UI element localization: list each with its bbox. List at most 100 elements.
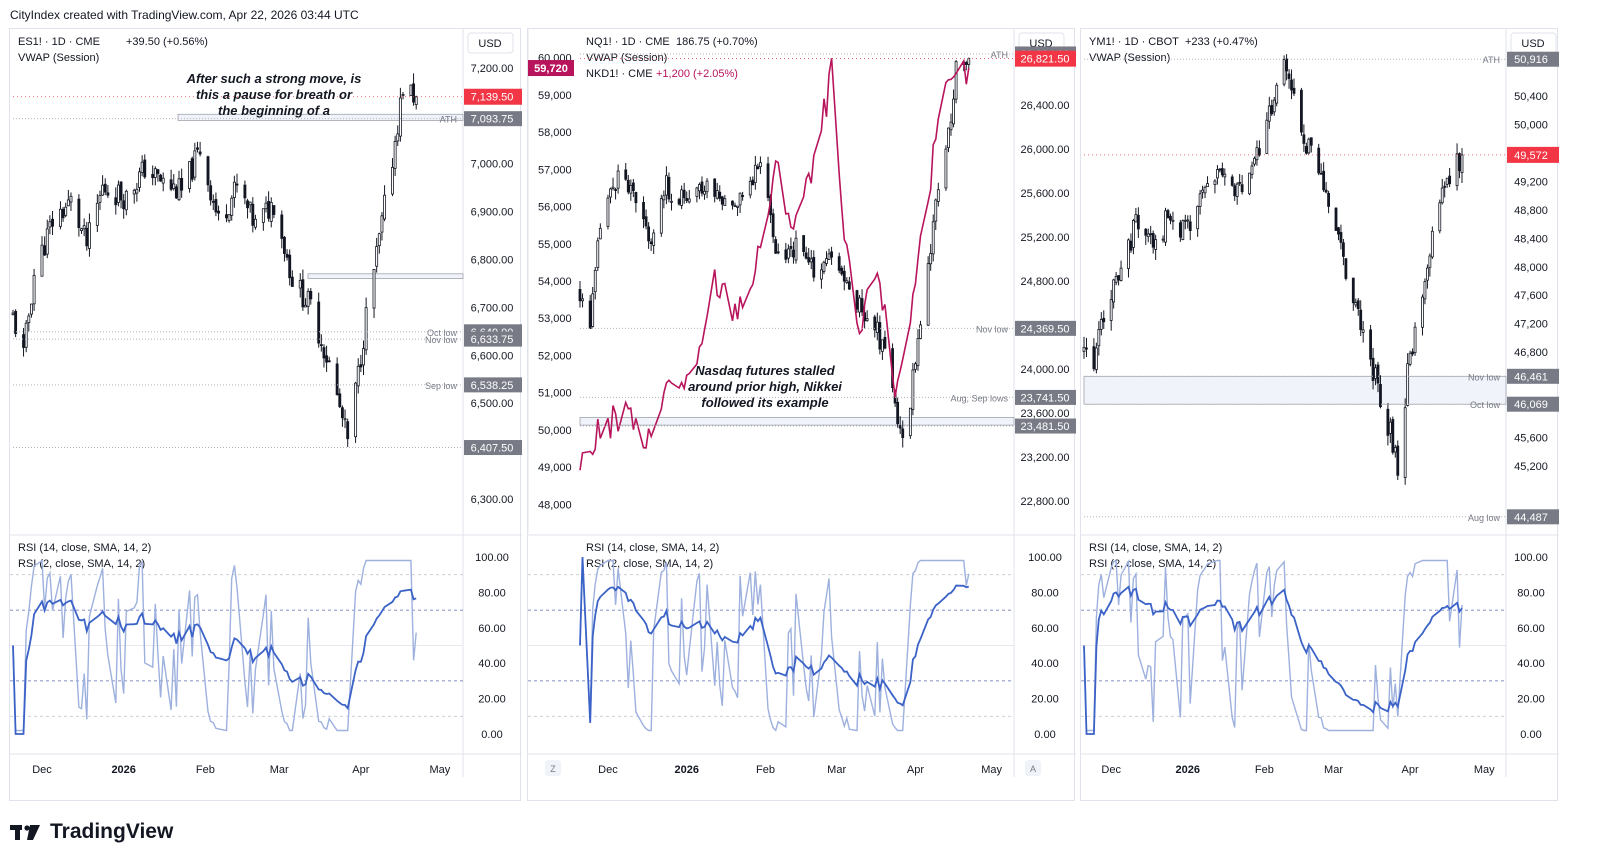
zone-box (177, 113, 464, 121)
nq-chart-panel[interactable]: USD NQ1! · 1D · CME 186.75 (+0.70%) VWAP (S… (527, 28, 1076, 802)
candle-body (878, 322, 882, 350)
candle-body (827, 253, 831, 260)
candle-body (1196, 205, 1200, 230)
timezone-badge-label: Z (550, 764, 556, 774)
es-chart-panel[interactable]: USD ES1! · 1D · CME +39.50 (+0.56%) VWAP (S… (9, 28, 522, 802)
candle-body (119, 181, 123, 201)
level-value: 23,741.50 (1021, 392, 1070, 404)
candle-body (1258, 148, 1261, 156)
level-label: ATH (991, 50, 1008, 60)
candle-body (1448, 175, 1452, 185)
candle-body (847, 281, 851, 290)
level-tag (1015, 320, 1076, 336)
left-axis-tick: 53,000 (538, 313, 572, 325)
candle-body (1117, 275, 1120, 281)
time-label: Mar (270, 764, 289, 776)
tradingview-logo[interactable]: TradingView (10, 820, 173, 844)
candle-body (1304, 146, 1308, 154)
candle-body (1149, 233, 1153, 236)
rsi-tick: 40.00 (478, 658, 506, 670)
candle-body (581, 298, 584, 302)
candle-body (338, 393, 342, 408)
candle-body (98, 195, 102, 203)
candle-body (1302, 134, 1306, 144)
candle-body (830, 251, 833, 258)
ym-chart-panel[interactable]: USD YM1! · 1D · CBOT +233 (+0.47%) VWAP (Se… (1080, 28, 1559, 802)
candle-body (230, 197, 234, 216)
candle-body (748, 181, 752, 196)
candle-body (926, 263, 930, 326)
candle-body (753, 164, 757, 183)
candle-body (1408, 352, 1412, 365)
candle-body (1445, 177, 1449, 185)
candle-body (169, 179, 173, 190)
candle-body (1109, 299, 1113, 321)
candle-body (774, 239, 778, 254)
level-tag (464, 440, 522, 456)
candle-body (896, 401, 900, 425)
candle-body (1359, 309, 1363, 331)
candle-body (80, 228, 83, 232)
es-chart[interactable]: USD ES1! · 1D · CME +39.50 (+0.56%) VWAP (S… (10, 29, 522, 802)
price-tick: 22,800.00 (1021, 496, 1070, 508)
rsi-tick: 40.00 (1517, 658, 1545, 670)
last-price-value: 49,572 (1514, 150, 1548, 162)
legend-symbol: YM1! · 1D · CBOT (1089, 36, 1179, 48)
candle-body (883, 337, 887, 349)
ym-chart[interactable]: USD YM1! · 1D · CBOT +233 (+0.47%) VWAP (Se… (1081, 29, 1559, 802)
candle-body (1171, 219, 1175, 222)
price-tick: 6,600.00 (471, 350, 514, 362)
left-axis-tick: 58,000 (538, 127, 572, 139)
timezone-badge (545, 760, 561, 776)
candle-body (642, 201, 645, 220)
last-price-value: 26,821.50 (1021, 54, 1070, 66)
candle-body (1186, 219, 1190, 222)
price-tick: 23,200.00 (1021, 452, 1070, 464)
level-tag (1015, 418, 1076, 434)
annotation-text: followed its example (701, 395, 828, 410)
level-label: ATH (1483, 55, 1500, 65)
candle-body (809, 258, 813, 263)
candle-body (1307, 138, 1311, 154)
legend-indicator: VWAP (Session) (1089, 52, 1170, 64)
candle-body (301, 279, 305, 308)
candle-body (802, 235, 806, 253)
candle-body (1188, 221, 1192, 231)
candle-body (659, 198, 663, 234)
candle-body (698, 184, 701, 192)
level-tag (1507, 51, 1559, 67)
left-axis-tick: 51,000 (538, 388, 572, 400)
candle-body (1235, 183, 1239, 197)
candle-body (1443, 185, 1447, 188)
candle-body (298, 280, 302, 289)
candle-body (629, 184, 633, 194)
candle-body (1290, 79, 1293, 91)
candle-body (151, 174, 155, 179)
candle-body (14, 310, 18, 334)
candle-body (1428, 255, 1432, 268)
time-label: 2026 (1176, 764, 1200, 776)
candle-body (1396, 445, 1400, 476)
candle-body (267, 200, 271, 219)
candle-body (225, 214, 228, 219)
candle-body (1411, 351, 1414, 355)
candle-body (860, 298, 864, 313)
candle-body (282, 236, 286, 254)
candle-body (845, 280, 849, 283)
candle-body (947, 127, 950, 149)
candle-body (751, 179, 755, 186)
candle-body (667, 176, 671, 200)
candle-body (190, 158, 194, 180)
candle-body (232, 181, 236, 198)
time-label: Apr (907, 764, 924, 776)
candle-body (1319, 172, 1323, 175)
rsi-tick: 80.00 (1031, 587, 1059, 599)
level-value: 6,633.75 (471, 334, 514, 346)
candle-body (1216, 169, 1219, 179)
candle-body (1371, 357, 1375, 381)
candle-body (1265, 119, 1269, 154)
candle-body (43, 245, 47, 256)
candle-body (243, 184, 247, 199)
candle-body (235, 183, 239, 186)
